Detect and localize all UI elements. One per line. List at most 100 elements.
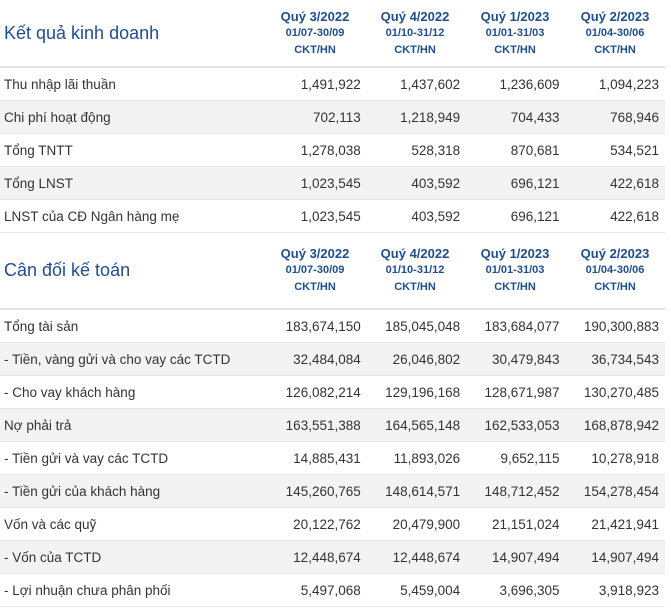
table-row: - Lợi nhuận chưa phân phối 5,497,068 5,459… [0, 574, 665, 607]
balance-column-headers: Quý 3/2022 01/07-30/09 CKT/HN Quý 4/2022 01/… [265, 245, 665, 296]
column-unit: CKT/HN [494, 43, 536, 56]
table-row: LNST của CĐ Ngân hàng mẹ 1,023,545 403,592… [0, 200, 665, 233]
column-header: Quý 3/2022 01/07-30/09 CKT/HN [265, 8, 365, 59]
row-value: 130,270,485 [583, 384, 659, 400]
income-header: Kết quả kinh doanh Quý 3/2022 01/07-30/09… [0, 0, 665, 68]
row-value: 9,652,115 [500, 450, 560, 466]
row-value: 1,236,609 [499, 76, 560, 92]
row-value: 12,448,674 [392, 549, 461, 565]
column-dates: 01/04-30/06 [585, 26, 645, 39]
income-title: Kết quả kinh doanh [4, 22, 160, 43]
row-value: 163,551,388 [285, 417, 361, 433]
row-value: 30,479,843 [491, 351, 560, 367]
row-label: Thu nhập lãi thuần [4, 76, 116, 92]
row-value: 145,260,765 [285, 483, 361, 499]
column-unit: CKT/HN [494, 281, 536, 293]
table-row: Thu nhập lãi thuần 1,491,922 1,437,602 1,23… [0, 68, 665, 101]
row-value: 26,046,802 [392, 351, 461, 367]
row-value: 185,045,048 [385, 318, 461, 334]
column-header: Quý 4/2022 01/10-31/12 CKT/HN [365, 8, 465, 59]
row-label: - Cho vay khách hàng [4, 384, 136, 400]
row-value: 870,681 [510, 142, 560, 158]
row-label: Tổng tài sản [4, 318, 79, 334]
table-row: Tổng tài sản 183,674,150 185,045,048 183,68… [0, 310, 665, 343]
column-header: Quý 2/2023 01/04-30/06 CKT/HN [565, 245, 665, 296]
balance-header: Cân đối kế toán Quý 3/2022 01/07-30/09 CKT… [0, 233, 665, 310]
column-quarter: Quý 4/2022 [380, 246, 450, 261]
row-value: 696,121 [510, 175, 560, 191]
column-unit: CKT/HN [294, 43, 336, 56]
row-value: 704,433 [510, 109, 560, 125]
row-value: 21,421,941 [591, 516, 659, 532]
table-row: Tổng TNTT 1,278,038 528,318 870,681 534,521 [0, 134, 665, 167]
table-row: - Tiền gửi của khách hàng 145,260,765 148,… [0, 475, 665, 508]
column-dates: 01/10-31/12 [385, 264, 445, 276]
column-quarter: Quý 3/2022 [280, 246, 350, 261]
row-value: 768,946 [610, 109, 659, 125]
row-value: 183,674,150 [285, 318, 361, 334]
row-label: Chi phí hoạt động [4, 109, 111, 125]
row-value: 162,533,053 [484, 417, 560, 433]
table-row: - Cho vay khách hàng 126,082,214 129,196,1… [0, 376, 665, 409]
balance-title: Cân đối kế toán [4, 260, 131, 280]
row-value: 21,151,024 [491, 516, 560, 532]
row-label: Nợ phải trả [4, 417, 72, 433]
balance-table: Tổng tài sản 183,674,150 185,045,048 183,68… [0, 310, 665, 607]
row-value: 422,618 [610, 208, 659, 224]
row-value: 5,459,004 [400, 582, 461, 598]
row-value: 1,491,922 [300, 76, 361, 92]
table-row: - Tiền gửi và vay các TCTD 14,885,431 11,8… [0, 442, 665, 475]
row-value: 11,893,026 [393, 450, 461, 466]
row-label: - Vốn của TCTD [4, 549, 102, 565]
row-value: 422,618 [610, 175, 659, 191]
column-quarter: Quý 4/2022 [380, 8, 450, 24]
column-dates: 01/01-31/03 [485, 26, 545, 39]
column-header: Quý 1/2023 01/01-31/03 CKT/HN [465, 245, 565, 296]
row-label: Tổng LNST [4, 175, 74, 191]
table-row: Chi phí hoạt động 702,113 1,218,949 704,433… [0, 101, 665, 134]
row-value: 183,684,077 [484, 318, 560, 334]
column-quarter: Quý 1/2023 [480, 8, 550, 24]
table-row: - Vốn của TCTD 12,448,674 12,448,674 14,907… [0, 541, 665, 574]
row-value: 528,318 [411, 142, 461, 158]
column-unit: CKT/HN [594, 43, 636, 56]
row-label: Vốn và các quỹ [4, 516, 97, 532]
row-value: 10,278,918 [591, 450, 659, 466]
table-row: - Tiền, vàng gửi và cho vay các TCTD 32,4… [0, 343, 665, 376]
row-value: 1,023,545 [300, 208, 361, 224]
column-dates: 01/01-31/03 [485, 264, 545, 276]
row-value: 403,592 [411, 175, 461, 191]
column-unit: CKT/HN [594, 281, 636, 293]
column-quarter: Quý 2/2023 [580, 246, 650, 261]
column-header: Quý 3/2022 01/07-30/09 CKT/HN [265, 245, 365, 296]
column-dates: 01/07-30/09 [285, 26, 345, 39]
row-label: Tổng TNTT [4, 142, 73, 158]
row-value: 32,484,084 [293, 351, 361, 367]
row-value: 702,113 [312, 109, 361, 125]
row-value: 1,218,949 [400, 109, 461, 125]
row-value: 148,712,452 [484, 483, 560, 499]
row-value: 696,121 [510, 208, 560, 224]
column-header: Quý 4/2022 01/10-31/12 CKT/HN [365, 245, 465, 296]
row-value: 126,082,214 [285, 384, 361, 400]
table-row: Tổng LNST 1,023,545 403,592 696,121 422,618 [0, 167, 665, 200]
row-value: 14,907,494 [591, 549, 659, 565]
column-quarter: Quý 1/2023 [480, 246, 550, 261]
column-unit: CKT/HN [294, 281, 336, 293]
row-value: 36,734,543 [591, 351, 659, 367]
row-value: 403,592 [411, 208, 461, 224]
row-value: 154,278,454 [583, 483, 659, 499]
column-unit: CKT/HN [394, 281, 436, 293]
column-dates: 01/04-30/06 [585, 264, 645, 276]
row-value: 164,565,148 [385, 417, 461, 433]
column-unit: CKT/HN [394, 43, 436, 56]
table-row: Vốn và các quỹ 20,122,762 20,479,900 21,151… [0, 508, 665, 541]
row-value: 534,521 [610, 142, 659, 158]
row-value: 20,479,900 [392, 516, 461, 532]
row-value: 168,878,942 [583, 417, 659, 433]
column-quarter: Quý 2/2023 [580, 8, 650, 24]
row-value: 129,196,168 [385, 384, 461, 400]
row-value: 20,122,762 [293, 516, 361, 532]
row-value: 14,885,431 [293, 450, 361, 466]
